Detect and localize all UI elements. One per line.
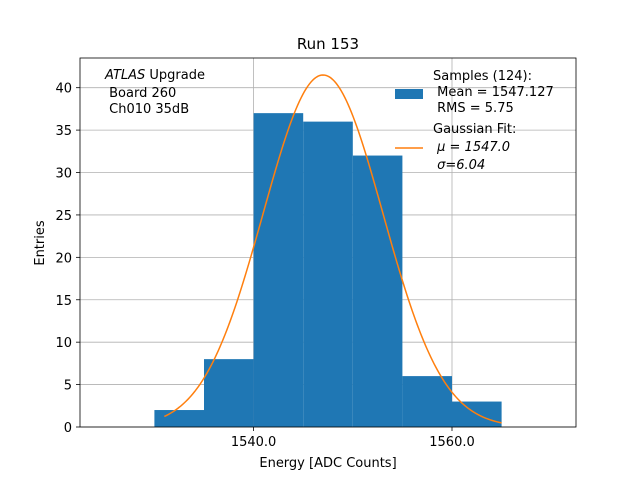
legend-samples-mean: Mean = 1547.127 xyxy=(433,85,554,100)
x-axis-ticks: 1540.0 1560.0 xyxy=(231,427,475,450)
y-tick-label: 10 xyxy=(55,336,72,351)
y-tick-label: 20 xyxy=(55,251,72,266)
annotation-line-1: ATLAS Upgrade xyxy=(104,68,205,83)
y-tick-label: 25 xyxy=(55,209,72,224)
y-tick-label: 15 xyxy=(55,294,72,309)
x-tick-label: 1540.0 xyxy=(231,435,277,450)
annotation-board: Board 260 xyxy=(105,86,176,101)
plot-frame xyxy=(79,57,577,428)
x-tick-label: 1560.0 xyxy=(429,435,475,450)
y-axis-label: Entries xyxy=(33,220,48,266)
y-tick-label: 0 xyxy=(64,421,72,436)
legend-fit-mu: μ = 1547.0 xyxy=(433,140,510,155)
annotation-upgrade: Upgrade xyxy=(145,68,205,83)
annotation-channel: Ch010 35dB xyxy=(105,102,189,117)
annotation-atlas: ATLAS xyxy=(104,68,145,83)
chart-title: Run 153 xyxy=(297,35,359,53)
legend-samples-patch xyxy=(395,89,423,99)
legend-samples-rms: RMS = 5.75 xyxy=(433,101,514,116)
legend-samples-title: Samples (124): xyxy=(433,69,532,84)
legend: Samples (124): Mean = 1547.127 RMS = 5.7… xyxy=(395,69,554,173)
histogram-bar xyxy=(253,113,304,427)
histogram-bar xyxy=(154,410,204,427)
y-tick-label: 30 xyxy=(55,167,72,182)
histogram-bar xyxy=(204,359,254,427)
gaussian-fit-curve xyxy=(163,74,502,424)
y-axis-ticks: 0 5 10 15 20 25 30 35 40 xyxy=(55,82,80,436)
histogram-bar xyxy=(402,376,452,427)
histogram-bar xyxy=(303,121,353,427)
legend-fit-title: Gaussian Fit: xyxy=(433,122,516,137)
legend-fit-sigma: σ=6.04 xyxy=(433,158,485,173)
histogram-bar xyxy=(352,155,403,427)
y-tick-label: 5 xyxy=(64,379,72,394)
y-tick-label: 40 xyxy=(55,82,72,97)
histogram-bars xyxy=(154,113,502,427)
plot-area: 1540.0 1560.0 0 5 10 15 20 25 30 35 40 xyxy=(55,57,577,450)
y-tick-label: 35 xyxy=(55,124,72,139)
x-axis-label: Energy [ADC Counts] xyxy=(259,456,396,471)
experiment-annotation: ATLAS Upgrade Board 260 Ch010 35dB xyxy=(104,68,205,117)
